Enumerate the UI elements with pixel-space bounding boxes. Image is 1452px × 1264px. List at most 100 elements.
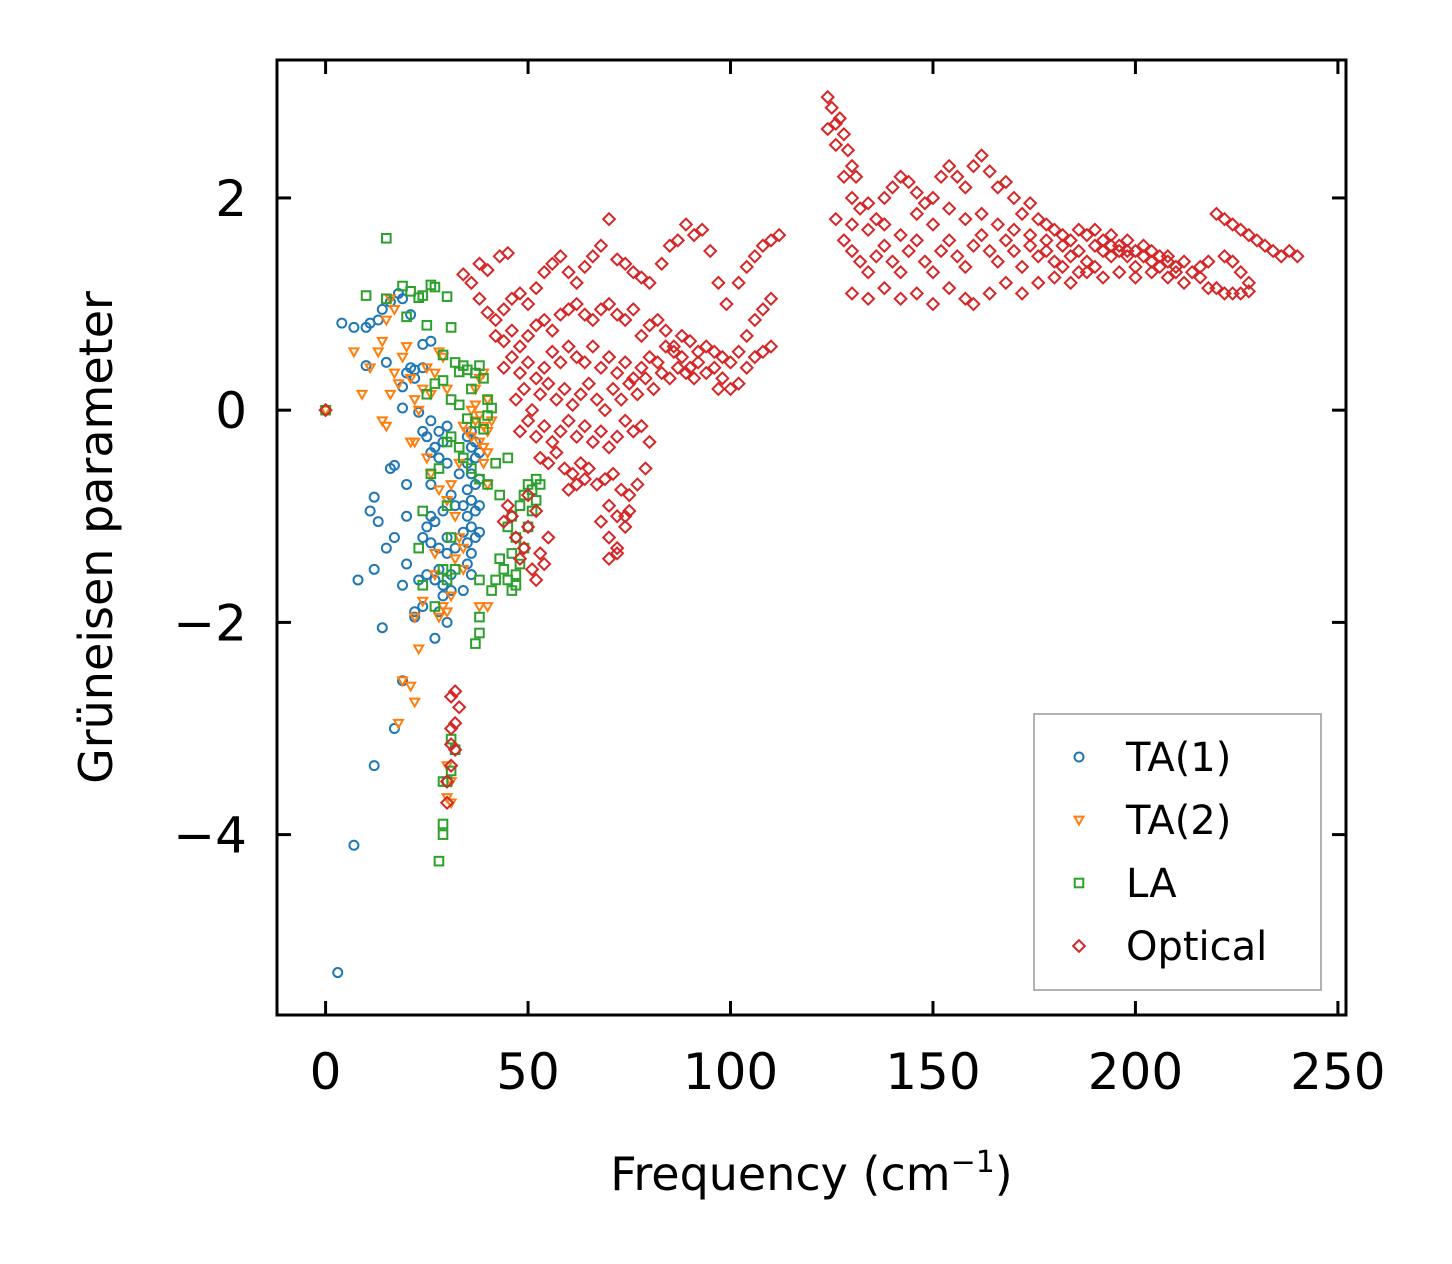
data-point	[626, 264, 641, 280]
data-point	[465, 432, 478, 444]
data-point	[605, 381, 621, 397]
data-point	[731, 376, 746, 391]
data-point	[1225, 217, 1240, 232]
data-point	[440, 384, 454, 396]
data-point	[417, 532, 429, 543]
data-point	[561, 264, 576, 280]
data-point	[593, 302, 609, 317]
data-point	[477, 442, 490, 454]
data-point	[510, 569, 522, 580]
data-point	[609, 307, 625, 322]
data-point	[388, 459, 400, 471]
data-point	[441, 500, 453, 511]
data-point	[1168, 259, 1184, 275]
data-point	[504, 291, 520, 307]
data-point	[500, 245, 516, 261]
data-point	[893, 291, 908, 307]
data-point	[1233, 286, 1248, 301]
data-point	[711, 381, 726, 397]
x-axis-title: Frequency (cm−1)	[610, 1145, 1013, 1201]
data-point	[474, 611, 485, 623]
data-point	[496, 360, 512, 375]
data-point	[840, 142, 856, 158]
data-point	[465, 405, 478, 417]
data-point	[715, 349, 730, 365]
data-point	[950, 249, 965, 264]
data-point	[444, 480, 458, 491]
data-point	[522, 521, 534, 533]
data-point	[820, 121, 835, 137]
data-point	[1241, 275, 1257, 291]
data-point	[437, 776, 449, 787]
data-point	[1136, 249, 1151, 264]
data-point	[445, 765, 457, 777]
data-point	[593, 424, 609, 439]
data-point	[561, 413, 576, 429]
data-point	[504, 323, 520, 338]
data-point	[429, 632, 441, 644]
data-point	[376, 303, 388, 315]
data-point	[496, 333, 512, 349]
data-point	[500, 498, 516, 513]
data-point	[512, 339, 528, 354]
data-point	[990, 180, 1006, 195]
data-point	[1233, 222, 1248, 238]
data-points	[318, 89, 1305, 979]
data-point	[763, 291, 779, 307]
data-point	[1168, 264, 1184, 280]
data-point	[634, 270, 649, 285]
data-point	[376, 336, 389, 348]
plot-area-frame	[275, 58, 1348, 1017]
data-point	[974, 227, 989, 243]
data-point	[502, 574, 514, 586]
data-point	[860, 291, 876, 307]
data-point	[526, 505, 538, 517]
data-point	[432, 347, 446, 359]
legend-marker	[1072, 815, 1086, 827]
data-point	[413, 542, 425, 554]
y-tick-label: −4	[173, 807, 247, 865]
data-point	[1265, 243, 1281, 259]
series-la	[320, 232, 546, 867]
data-point	[1006, 243, 1022, 259]
data-point	[473, 500, 485, 512]
data-point	[836, 233, 852, 248]
data-point	[441, 420, 453, 432]
data-point	[518, 542, 530, 554]
data-point	[893, 227, 908, 243]
data-point	[532, 450, 548, 466]
data-point	[893, 169, 908, 184]
data-point	[348, 839, 360, 851]
data-point	[447, 742, 463, 757]
data-point	[447, 684, 463, 699]
data-point	[528, 318, 544, 333]
data-point	[508, 530, 524, 545]
data-point	[860, 264, 876, 280]
data-point	[1257, 238, 1273, 253]
data-point	[941, 280, 957, 296]
y-tick-label: 0	[215, 382, 247, 440]
data-point	[514, 500, 526, 511]
data-point	[877, 190, 892, 206]
data-point	[536, 312, 552, 328]
data-point	[400, 342, 413, 354]
data-point	[1201, 280, 1216, 296]
data-point	[496, 514, 512, 529]
data-point	[428, 549, 442, 560]
data-point	[1022, 238, 1038, 253]
data-point	[532, 386, 548, 402]
data-point	[877, 238, 892, 253]
data-point	[990, 217, 1006, 232]
x-axis-title-superscript: −1	[951, 1145, 995, 1180]
data-point	[925, 217, 941, 232]
data-point	[844, 243, 860, 259]
data-point	[1039, 233, 1054, 248]
data-point	[439, 774, 455, 789]
data-point	[473, 602, 486, 613]
data-point	[469, 400, 482, 412]
x-tick-label: 250	[1290, 1043, 1385, 1101]
data-point	[601, 498, 617, 513]
data-point	[445, 394, 457, 405]
legend-marker	[1073, 751, 1085, 763]
data-point	[474, 360, 485, 371]
